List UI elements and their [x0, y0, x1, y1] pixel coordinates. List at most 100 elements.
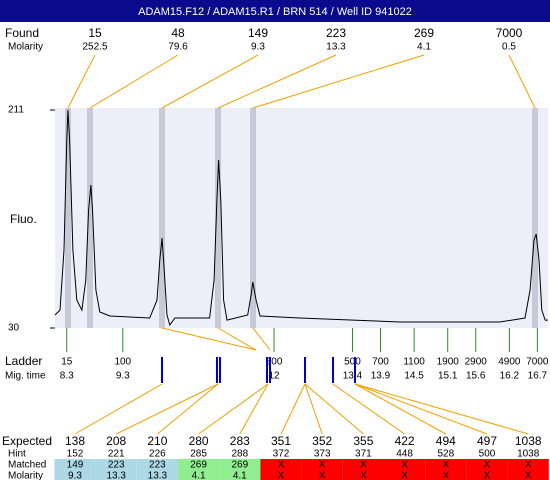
ladder-label: Ladder	[5, 354, 42, 368]
expected-value: 352	[312, 434, 332, 448]
matched-value: X	[525, 460, 532, 471]
connector	[354, 383, 447, 435]
hint-label: Hint	[8, 449, 26, 460]
peak-bands	[65, 108, 538, 328]
found-size: 223	[326, 26, 346, 40]
leader-line	[217, 54, 337, 109]
ladder-time: 15.1	[438, 371, 458, 382]
expected-value: 422	[395, 434, 415, 448]
expected-label: Expected	[2, 434, 52, 448]
ladder-size: 700	[372, 357, 389, 368]
ladder-size: 7000	[526, 357, 549, 368]
expected-value: 355	[353, 434, 373, 448]
mig-time-label: Mig. time	[5, 371, 46, 382]
peak-band	[250, 108, 256, 328]
trace-line	[54, 109, 548, 327]
expected-value: 208	[106, 434, 126, 448]
molarity-value: X	[484, 471, 491, 480]
match-cell	[342, 459, 384, 480]
connector	[332, 383, 405, 435]
found-molarity: 4.1	[417, 42, 431, 53]
leader-line	[89, 54, 179, 109]
found-size: 48	[171, 26, 185, 40]
ladder-time: 12	[268, 371, 280, 382]
leader-line	[508, 54, 536, 109]
header-title: ADAM15.F12 / ADAM15.R1 / BRN 514 / Well …	[138, 6, 412, 18]
match-cell	[466, 459, 508, 480]
connector	[304, 383, 323, 435]
peak-band	[65, 108, 71, 328]
peak-band	[532, 108, 538, 328]
ladder-size: 300	[266, 357, 283, 368]
plot-area	[55, 108, 548, 328]
hint-value: 221	[108, 449, 125, 460]
found-size: 149	[248, 26, 268, 40]
matched-value: 223	[108, 460, 125, 471]
hint-value: 500	[479, 449, 496, 460]
found-size: 7000	[496, 26, 523, 40]
ladder-size: 1900	[437, 357, 460, 368]
connector	[198, 383, 269, 435]
match-cell	[301, 459, 343, 480]
ladder-time: 16.7	[528, 371, 548, 382]
found-molarity: 79.6	[168, 42, 188, 53]
peak-band	[215, 108, 221, 328]
match-cell	[136, 459, 178, 480]
matched-label: Matched	[8, 460, 46, 471]
header-bar	[0, 0, 550, 22]
matched-value: 269	[190, 460, 207, 471]
molarity-value: 13.3	[106, 471, 126, 480]
match-cell	[219, 459, 261, 480]
ladder-time: 9.3	[116, 371, 130, 382]
y-tick-label: 211	[8, 105, 24, 116]
molarity-value: X	[360, 471, 367, 480]
ladder-size: 100	[114, 357, 131, 368]
molarity-value: X	[525, 471, 532, 480]
match-cell	[178, 459, 220, 480]
matched-value: X	[484, 460, 491, 471]
molarity-value: X	[401, 471, 408, 480]
ladder-size: 1100	[403, 357, 425, 368]
connector	[115, 383, 219, 435]
table-molarity-label: Molarity	[8, 471, 43, 480]
connector	[157, 383, 219, 435]
hint-value: 152	[67, 449, 84, 460]
connector	[280, 383, 306, 435]
expected-value: 283	[230, 434, 250, 448]
ladder-time: 16.2	[500, 371, 520, 382]
expected-value: 494	[436, 434, 456, 448]
matched-value: 223	[149, 460, 166, 471]
leader-line	[217, 327, 257, 351]
y-axis-label: Fluo.	[10, 212, 37, 226]
matched-value: X	[319, 460, 326, 471]
hint-value: 1038	[517, 449, 540, 460]
expected-value: 280	[189, 434, 209, 448]
expected-value: 138	[65, 434, 85, 448]
hint-value: 285	[190, 449, 207, 460]
ladder-time: 13.4	[343, 371, 363, 382]
connector	[304, 383, 364, 435]
leader-line	[252, 54, 425, 109]
ladder-size: 500	[344, 357, 361, 368]
match-cell	[54, 459, 96, 480]
leader-line	[161, 327, 257, 351]
molarity-value: 9.3	[68, 471, 82, 480]
leader-line	[161, 54, 259, 109]
found-molarity: 9.3	[251, 42, 265, 53]
matched-value: X	[278, 460, 285, 471]
y-tick-label: 30	[8, 323, 20, 334]
ladder-time: 14.5	[404, 371, 424, 382]
matched-value: 149	[67, 460, 84, 471]
expected-value: 210	[147, 434, 167, 448]
ladder-time: 13.9	[371, 371, 391, 382]
match-cell	[95, 459, 137, 480]
ladder-size: 2900	[465, 357, 488, 368]
molarity-value: X	[278, 471, 285, 480]
found-molarity: 252.5	[82, 42, 107, 53]
leader-line	[252, 327, 271, 351]
expected-value: 497	[477, 434, 497, 448]
match-cell	[384, 459, 426, 480]
found-label: Found	[5, 26, 39, 40]
matched-value: X	[442, 460, 449, 471]
found-size: 269	[414, 26, 434, 40]
